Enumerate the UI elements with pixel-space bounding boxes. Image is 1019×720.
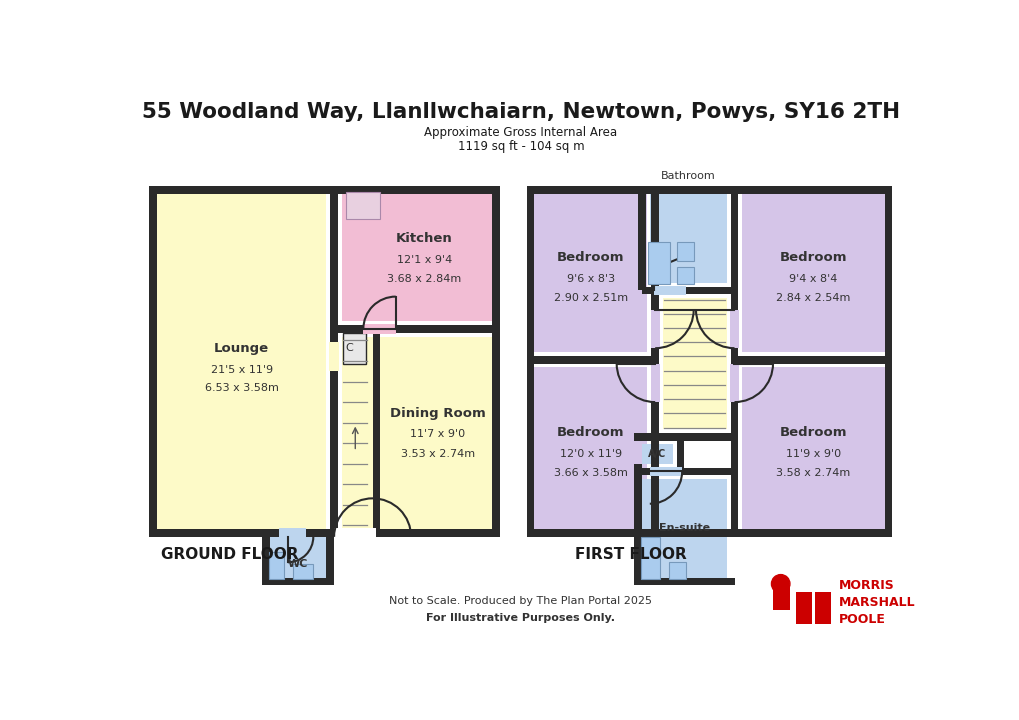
Text: Bedroom: Bedroom [779, 251, 847, 264]
Text: Dining Room: Dining Room [390, 407, 485, 420]
Text: 2.84 x 2.54m: 2.84 x 2.54m [775, 293, 850, 303]
Bar [326, 537, 334, 585]
Bar [363, 324, 395, 333]
Bar [676, 242, 693, 261]
Text: Kitchen: Kitchen [395, 233, 452, 246]
Bar [526, 356, 654, 364]
Text: 6.53 x 3.58m: 6.53 x 3.58m [205, 383, 278, 393]
Text: WC: WC [287, 559, 308, 569]
Text: FIRST FLOOR: FIRST FLOOR [574, 547, 686, 562]
Bar [654, 433, 734, 441]
Text: GROUND FLOOR: GROUND FLOOR [161, 547, 299, 562]
Bar [662, 298, 727, 429]
Circle shape [770, 575, 789, 593]
Bar [634, 464, 642, 585]
Text: For Illustrative Purposes Only.: For Illustrative Purposes Only. [426, 613, 614, 623]
Bar [676, 437, 684, 472]
Text: 9'6 x 8'3: 9'6 x 8'3 [567, 274, 614, 284]
Bar [676, 267, 693, 284]
Bar [742, 367, 883, 529]
Bar [772, 585, 789, 610]
Text: 11'9 x 9'0: 11'9 x 9'0 [785, 449, 840, 459]
Text: 21'5 x 11'9: 21'5 x 11'9 [211, 365, 272, 374]
Bar [526, 186, 534, 537]
Bar [883, 186, 892, 537]
Bar [651, 186, 658, 537]
Bar [279, 528, 306, 538]
Text: Bathroom: Bathroom [660, 171, 715, 181]
Text: POOLE: POOLE [838, 613, 884, 626]
Bar [730, 310, 739, 348]
Bar [262, 537, 270, 585]
Bar [534, 367, 647, 529]
Text: 9'4 x 8'4: 9'4 x 8'4 [789, 274, 837, 284]
Bar [491, 186, 499, 537]
Bar [149, 529, 334, 537]
Text: Bedroom: Bedroom [556, 251, 624, 264]
Text: Approximate Gross Internal Area: Approximate Gross Internal Area [424, 126, 616, 139]
Text: 55 Woodland Way, Llanllwchaiarn, Newtown, Powys, SY16 2TH: 55 Woodland Way, Llanllwchaiarn, Newtown… [142, 102, 899, 122]
Bar [634, 433, 680, 441]
Bar [634, 577, 734, 585]
Bar [376, 529, 499, 537]
Bar [334, 325, 499, 333]
Bar [734, 356, 892, 364]
Text: Bedroom: Bedroom [779, 426, 847, 439]
Bar [526, 186, 892, 194]
Text: 2.90 x 2.51m: 2.90 x 2.51m [553, 293, 628, 303]
Bar [730, 364, 739, 402]
Bar [376, 337, 491, 529]
Text: 3.66 x 3.58m: 3.66 x 3.58m [553, 468, 628, 478]
Bar [330, 186, 337, 537]
Text: Bedroom: Bedroom [556, 426, 624, 439]
Bar [149, 186, 157, 537]
Text: 3.53 x 2.74m: 3.53 x 2.74m [400, 449, 475, 459]
Bar [649, 194, 727, 283]
Bar [329, 342, 338, 372]
Bar [638, 186, 645, 290]
Bar [149, 186, 499, 194]
Bar [668, 562, 686, 579]
Text: MORRIS: MORRIS [838, 579, 894, 592]
Text: 12'1 x 9'4: 12'1 x 9'4 [396, 255, 451, 265]
Text: Lounge: Lounge [214, 342, 269, 355]
Bar [334, 528, 376, 538]
Bar [642, 479, 727, 577]
Text: 11'7 x 9'0: 11'7 x 9'0 [410, 429, 465, 439]
Bar [795, 592, 811, 624]
Text: 3.68 x 2.84m: 3.68 x 2.84m [386, 274, 461, 284]
Bar [372, 329, 380, 537]
Text: 1119 sq ft - 104 sq m: 1119 sq ft - 104 sq m [458, 140, 584, 153]
Text: 3.58 x 2.74m: 3.58 x 2.74m [775, 468, 850, 478]
Bar [534, 194, 647, 352]
Bar [640, 537, 659, 579]
Bar [650, 310, 659, 348]
Bar [526, 529, 892, 537]
Bar [270, 537, 326, 577]
Text: MARSHALL: MARSHALL [838, 596, 914, 609]
Bar [262, 577, 334, 585]
Bar [642, 287, 734, 294]
Text: C: C [345, 343, 353, 354]
Text: Not to Scale. Produced by The Plan Portal 2025: Not to Scale. Produced by The Plan Porta… [389, 595, 652, 606]
Bar [642, 444, 673, 464]
Bar [341, 337, 376, 529]
Text: A/C: A/C [648, 449, 666, 459]
Bar [343, 333, 366, 364]
Bar [650, 364, 659, 402]
Bar [649, 467, 682, 476]
Bar [634, 467, 734, 475]
Bar [268, 552, 283, 579]
Bar [730, 186, 738, 537]
Bar [293, 564, 312, 579]
Bar [742, 194, 883, 352]
Bar [814, 592, 829, 624]
Bar [345, 192, 380, 219]
Text: En-suite: En-suite [658, 523, 709, 534]
Text: 12'0 x 11'9: 12'0 x 11'9 [559, 449, 622, 459]
Bar [341, 194, 491, 321]
Bar [653, 286, 686, 295]
Bar [157, 194, 326, 529]
Bar [648, 242, 669, 284]
